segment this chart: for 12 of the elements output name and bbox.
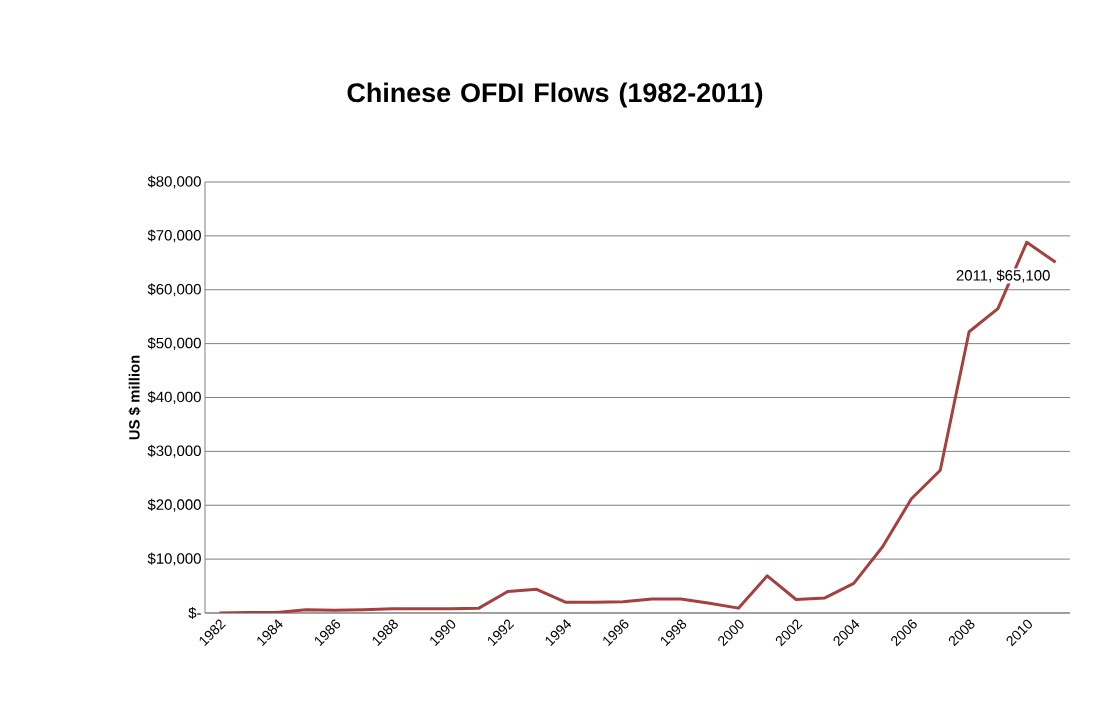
y-axis-title: US $ million — [128, 355, 141, 440]
y-tick-label: $80,000 — [147, 175, 201, 189]
y-tick-label: $- — [188, 606, 201, 620]
chart-title: Chinese OFDI Flows (1982-2011) — [347, 82, 763, 108]
y-tick-label: $40,000 — [147, 391, 201, 404]
y-tick-label: $60,000 — [147, 283, 201, 297]
annotation: 2011, $65,100 — [956, 269, 1050, 283]
y-tick-label: $30,000 — [147, 444, 201, 458]
y-tick-label: $50,000 — [147, 337, 201, 351]
y-tick-label: $70,000 — [147, 229, 201, 243]
y-tick-label: $10,000 — [147, 552, 201, 566]
y-tick-label: $20,000 — [147, 498, 201, 512]
